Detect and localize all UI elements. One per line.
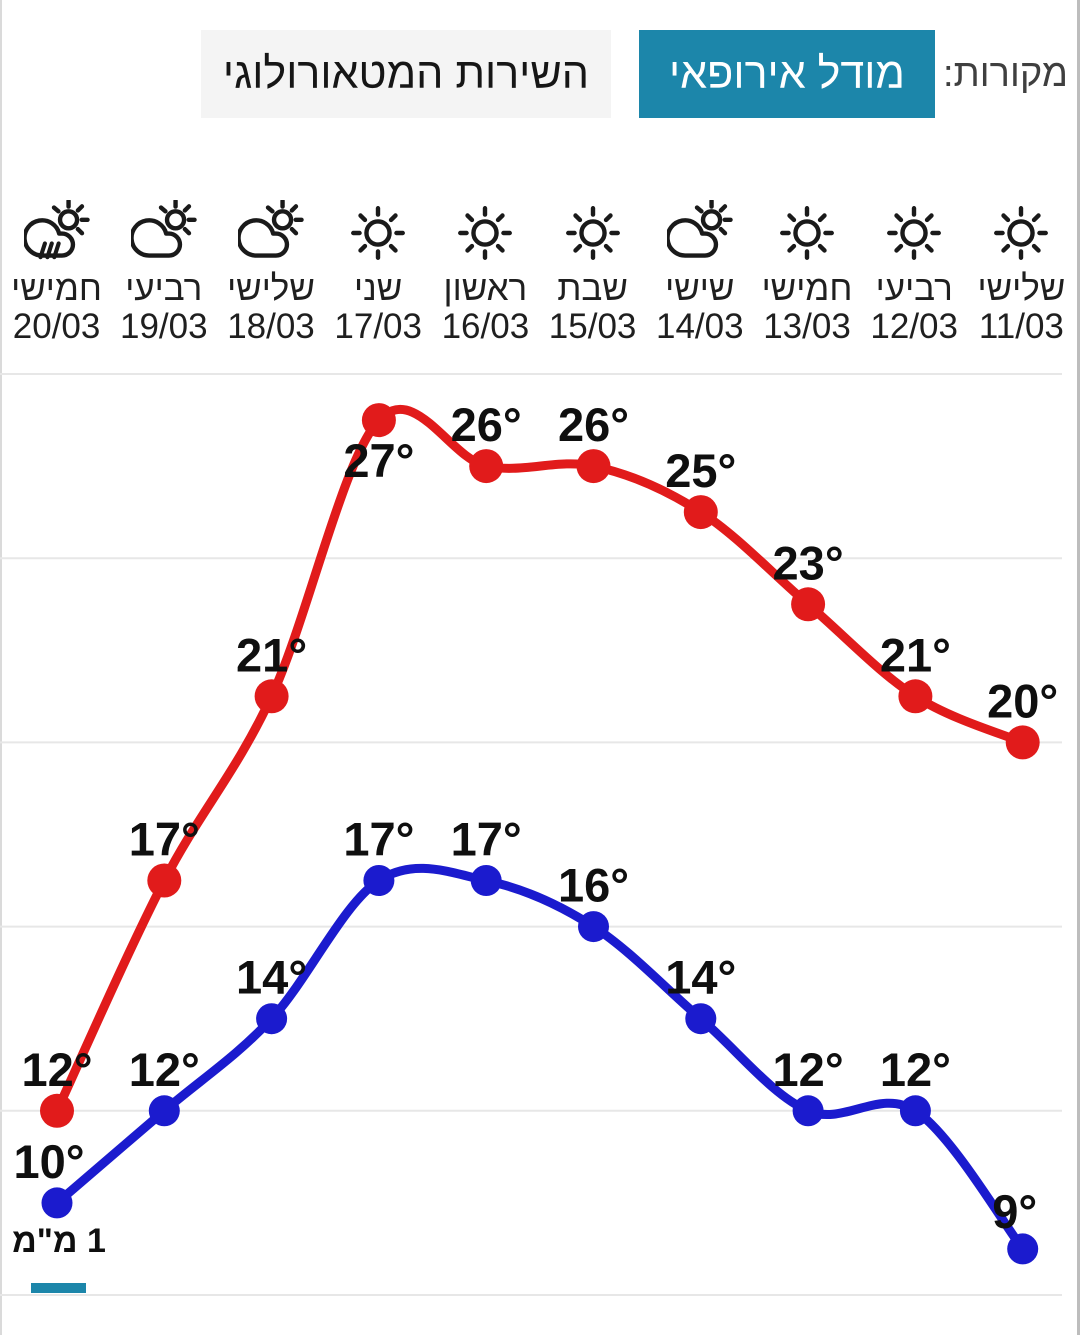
min-temp-point bbox=[792, 1095, 824, 1127]
min-temp-label: 14° bbox=[236, 951, 307, 1004]
max-temp-label: 27° bbox=[343, 434, 414, 487]
min-temp-point bbox=[41, 1187, 73, 1219]
max-temp-point bbox=[791, 587, 826, 622]
max-temp-line bbox=[52, 404, 1028, 1116]
day-name: שישי bbox=[665, 269, 735, 308]
day-date: 13/03 bbox=[763, 307, 851, 346]
sun-icon bbox=[988, 200, 1054, 266]
min-temp-point bbox=[256, 1003, 288, 1035]
max-temp-point bbox=[361, 403, 396, 438]
max-temp-label: 21° bbox=[236, 628, 307, 681]
min-temp-label: 12° bbox=[773, 1043, 844, 1096]
day-date: 15/03 bbox=[548, 307, 637, 346]
sun-icon bbox=[881, 200, 947, 266]
tab-european-model[interactable]: מודל אירופאי bbox=[639, 30, 935, 118]
max-temp-point bbox=[576, 449, 611, 484]
day-name: רביעי bbox=[125, 269, 203, 308]
sources-bar: מקורות: מודל אירופאי השירות המטאורולוגי bbox=[200, 30, 1068, 118]
day-name: שלישי bbox=[977, 269, 1066, 308]
sun-cloud-icon bbox=[237, 200, 304, 266]
min-temp-point bbox=[578, 911, 609, 943]
sun-icon bbox=[560, 200, 626, 266]
day-column: חמישי 20/03 bbox=[3, 200, 110, 344]
max-temp-label: 17° bbox=[129, 813, 200, 866]
day-date: 19/03 bbox=[119, 307, 208, 346]
left-border-line bbox=[0, 0, 2, 1335]
days-row: שלישי 11/03 רביעי 12/03 חמישי 13/03 שישי 14/03 ש… bbox=[3, 200, 1075, 344]
max-temp-point bbox=[147, 863, 182, 898]
right-border-line bbox=[1077, 0, 1080, 1335]
min-temp-line bbox=[52, 863, 1028, 1254]
sun-cloud-icon bbox=[666, 200, 733, 266]
day-column: רביעי 12/03 bbox=[861, 200, 968, 344]
max-temp-point bbox=[469, 449, 504, 484]
day-name: ראשון bbox=[443, 269, 528, 308]
day-date: 20/03 bbox=[12, 307, 101, 346]
day-date: 17/03 bbox=[334, 307, 422, 346]
max-temp-label: 21° bbox=[880, 628, 951, 681]
day-column: ראשון 16/03 bbox=[432, 200, 539, 344]
day-name: שבת bbox=[557, 269, 628, 308]
day-column: שלישי 18/03 bbox=[217, 200, 324, 344]
sun-icon bbox=[452, 200, 518, 266]
min-temp-label: 12° bbox=[129, 1043, 200, 1096]
max-temp-point bbox=[898, 679, 933, 714]
day-column: שלישי 11/03 bbox=[968, 200, 1075, 344]
max-temp-label: 23° bbox=[773, 536, 844, 589]
day-name: שלישי bbox=[227, 269, 315, 308]
day-date: 14/03 bbox=[656, 307, 744, 346]
sun-icon bbox=[345, 200, 411, 266]
precipitation-bar bbox=[31, 1283, 86, 1293]
sun-cloud-rain-icon bbox=[23, 200, 90, 266]
min-temp-point bbox=[148, 1095, 180, 1127]
min-temp-point bbox=[685, 1003, 717, 1035]
max-temp-point bbox=[254, 679, 289, 714]
max-temp-label: 12° bbox=[21, 1043, 92, 1096]
day-name: שני bbox=[354, 269, 403, 308]
day-date: 18/03 bbox=[227, 307, 315, 346]
day-name: חמישי bbox=[11, 269, 102, 308]
min-temp-point bbox=[899, 1095, 931, 1127]
max-temp-label: 26° bbox=[451, 398, 522, 451]
sun-cloud-icon bbox=[130, 200, 197, 266]
min-temp-label: 16° bbox=[558, 859, 629, 912]
day-column: שבת 15/03 bbox=[539, 200, 646, 344]
day-column: שישי 14/03 bbox=[646, 200, 753, 344]
max-temp-point bbox=[683, 495, 718, 530]
day-date: 11/03 bbox=[978, 307, 1064, 346]
max-temp-label: 26° bbox=[558, 398, 629, 451]
min-temp-point bbox=[363, 865, 395, 896]
min-temp-label: 17° bbox=[451, 813, 522, 866]
max-temp-point bbox=[1005, 725, 1040, 760]
day-name: חמישי bbox=[761, 269, 853, 308]
precipitation-label: 1 מ"מ bbox=[12, 1222, 106, 1260]
day-column: שני 17/03 bbox=[325, 200, 432, 344]
min-temp-point bbox=[470, 865, 502, 896]
min-temp-label: 14° bbox=[665, 951, 736, 1004]
min-temp-label: 9° bbox=[992, 1185, 1037, 1238]
tab-meteorological-service[interactable]: השירות המטאורולוגי bbox=[200, 30, 611, 118]
max-temp-label: 25° bbox=[665, 444, 736, 497]
day-date: 12/03 bbox=[870, 307, 958, 346]
min-temp-label: 12° bbox=[880, 1043, 951, 1096]
sun-icon bbox=[774, 200, 840, 266]
max-temp-label: 20° bbox=[987, 674, 1058, 727]
sources-label: מקורות: bbox=[942, 52, 1068, 95]
day-column: רביעי 19/03 bbox=[110, 200, 217, 344]
day-name: רביעי bbox=[875, 269, 953, 308]
min-temp-label: 17° bbox=[343, 813, 414, 866]
day-column: חמישי 13/03 bbox=[753, 200, 860, 344]
day-date: 16/03 bbox=[441, 307, 530, 346]
max-temp-point bbox=[40, 1093, 74, 1128]
min-temp-point bbox=[1007, 1233, 1039, 1265]
min-temp-label: 10° bbox=[13, 1135, 84, 1188]
